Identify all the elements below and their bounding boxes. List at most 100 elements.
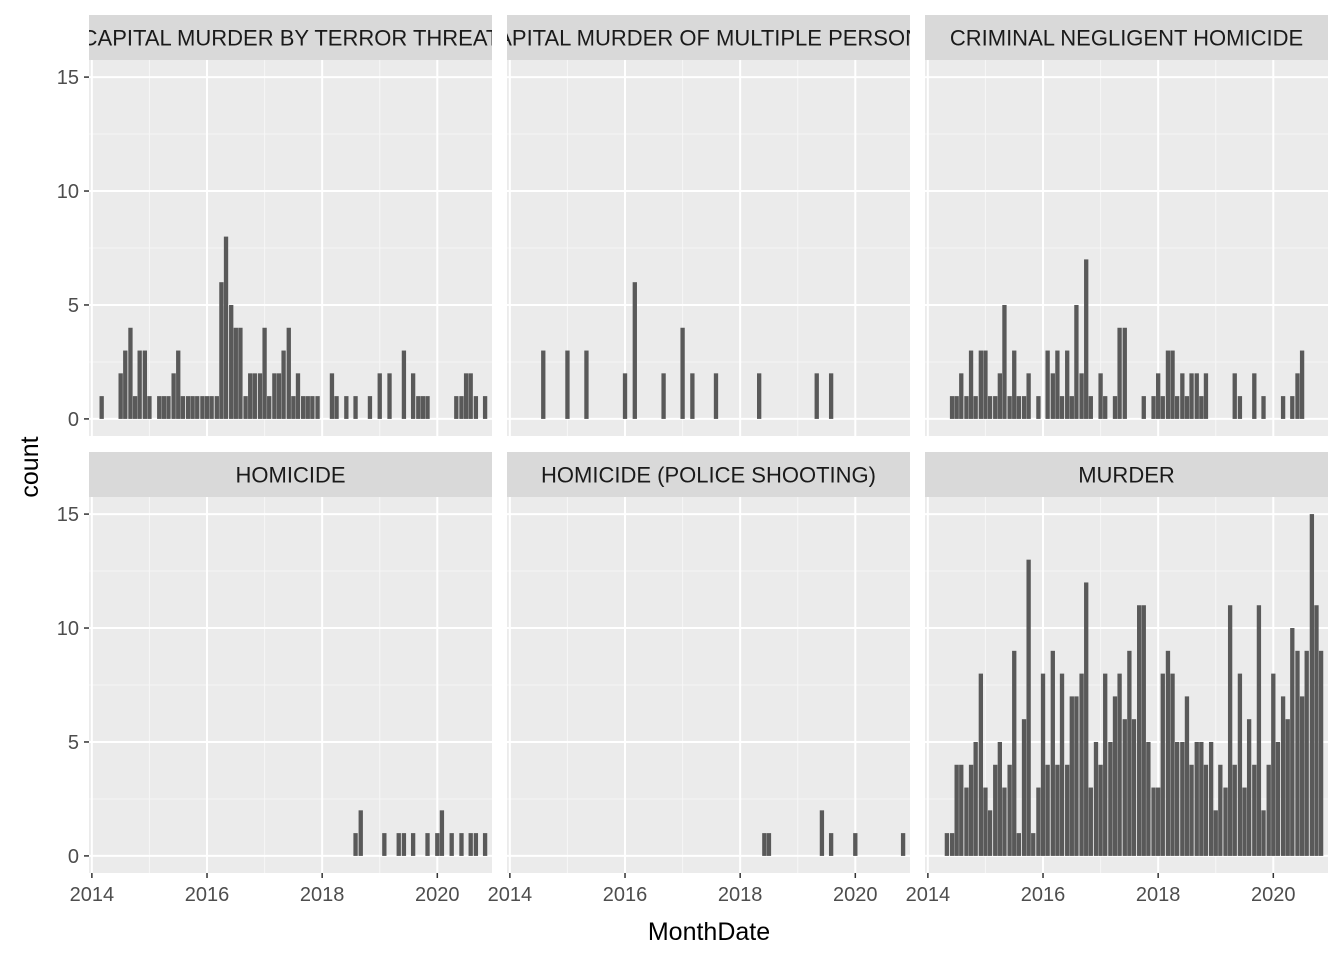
bar	[1290, 396, 1295, 419]
bar	[1237, 396, 1243, 419]
bar	[1117, 673, 1122, 856]
bar	[1232, 764, 1237, 856]
bar	[1103, 396, 1108, 419]
bar	[1065, 764, 1070, 856]
bar	[195, 396, 200, 419]
bar	[248, 373, 253, 419]
bar	[1180, 373, 1185, 419]
bar	[387, 373, 392, 419]
bar	[1122, 719, 1127, 856]
bar	[1036, 396, 1041, 419]
y-tick-label: 10	[57, 181, 79, 203]
bar	[410, 833, 416, 856]
bar	[161, 396, 167, 419]
bar	[1074, 304, 1079, 419]
bar	[993, 764, 998, 856]
bar	[680, 327, 685, 419]
bar	[997, 373, 1003, 419]
bar	[1299, 696, 1305, 856]
facet-strip	[507, 452, 910, 497]
bar	[978, 350, 984, 419]
bar	[1016, 833, 1021, 856]
bar	[1016, 396, 1021, 419]
x-tick-label: 2014	[70, 884, 115, 906]
facet-panel: HOMICIDE 0 5 10 15 2014 2016 2018 2020	[57, 452, 492, 906]
bar	[1314, 605, 1319, 856]
bar	[1165, 650, 1171, 856]
bar	[473, 833, 479, 856]
bar	[1055, 764, 1060, 856]
bar	[814, 373, 819, 419]
bar	[262, 327, 267, 419]
bar	[1271, 673, 1276, 856]
bar	[482, 833, 488, 856]
bar	[1275, 741, 1281, 856]
bar	[1160, 396, 1165, 419]
y-tick-label: 15	[57, 67, 79, 89]
bar	[1189, 764, 1194, 856]
bar	[1007, 764, 1012, 856]
bar	[1261, 810, 1266, 856]
bar	[200, 396, 205, 419]
facet-panel: HOMICIDE (POLICE SHOOTING) 2014 2016 2018 20…	[488, 452, 910, 906]
bar	[983, 350, 988, 419]
x-tick-label: 2014	[906, 884, 951, 906]
x-tick-label: 2018	[1136, 884, 1181, 906]
bar	[473, 396, 479, 419]
bar	[954, 396, 959, 419]
bar	[353, 833, 358, 856]
facet-panel: MURDER 2014 2016 2018 2020	[906, 452, 1328, 906]
bar	[1232, 373, 1237, 419]
bar	[157, 396, 162, 419]
bar	[1194, 741, 1199, 856]
bar	[1218, 764, 1223, 856]
bar	[482, 396, 488, 419]
bar	[367, 396, 373, 419]
bar	[1252, 764, 1257, 856]
bar	[1280, 696, 1286, 856]
bar	[1165, 350, 1171, 419]
facet-panel: CAPITAL MURDER BY TERROR THREAT 0 5 10 15	[57, 15, 492, 436]
bar	[128, 327, 133, 419]
y-tick-label: 5	[68, 295, 79, 317]
bar	[541, 350, 546, 419]
bar	[1318, 650, 1324, 856]
bar	[449, 833, 454, 856]
bar	[622, 373, 628, 419]
bar	[1069, 396, 1074, 419]
x-tick-label: 2018	[300, 884, 345, 906]
bar	[1146, 741, 1151, 856]
bar	[272, 373, 277, 419]
bar	[690, 373, 695, 419]
bar	[382, 833, 387, 856]
x-axis-title: MonthDate	[648, 918, 770, 946]
bar	[377, 373, 382, 419]
y-tick-label: 5	[68, 732, 79, 754]
bar	[1175, 741, 1180, 856]
bar	[1309, 514, 1315, 856]
bar	[1059, 396, 1065, 419]
bar	[1203, 764, 1209, 856]
bar	[180, 396, 185, 419]
bar	[286, 327, 291, 419]
bar	[1151, 396, 1156, 419]
bar	[468, 833, 473, 856]
bar	[1203, 373, 1209, 419]
x-tick-label: 2020	[415, 884, 460, 906]
bar	[401, 833, 407, 856]
bar	[968, 764, 974, 856]
bar	[233, 327, 238, 419]
bar	[853, 833, 858, 856]
bar	[459, 396, 464, 419]
bar	[1084, 582, 1089, 856]
bar	[1156, 373, 1161, 419]
bar	[1002, 787, 1007, 856]
bar	[632, 282, 637, 419]
bar	[229, 304, 234, 419]
facet-strip-label: HOMICIDE	[236, 463, 346, 488]
facet-panel: CRIMINAL NEGLIGENT HOMICIDE	[925, 15, 1328, 436]
bar	[310, 396, 315, 419]
bar	[243, 396, 248, 419]
bar	[949, 396, 955, 419]
facet-strip	[507, 15, 910, 60]
